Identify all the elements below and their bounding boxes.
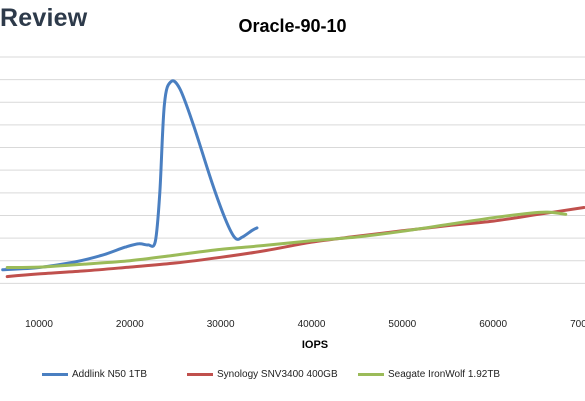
series-line-3 xyxy=(5,210,568,269)
x-tick-label: 10000 xyxy=(25,319,53,330)
legend-swatch xyxy=(187,373,213,376)
legend-label: Addlink N50 1TB xyxy=(72,369,148,380)
series-line-2 xyxy=(5,206,585,279)
gridlines xyxy=(0,56,585,284)
legend-item: Seagate IronWolf 1.92TB xyxy=(358,369,500,380)
chart-title-text: Oracle-90-10 xyxy=(238,16,347,36)
chart-legend: Addlink N50 1TB Synology SNV3400 400GB Sea… xyxy=(0,369,585,389)
x-axis-tick-labels: 10000 20000 30000 40000 50000 60000 70000 xyxy=(25,319,585,330)
x-tick-label: 50000 xyxy=(388,319,416,330)
x-axis-label: IOPS xyxy=(302,339,328,351)
legend-label: Seagate IronWolf 1.92TB xyxy=(388,369,501,380)
legend-swatch xyxy=(358,373,384,376)
brand-logo-text: Review xyxy=(0,4,88,32)
x-tick-label: 30000 xyxy=(207,319,235,330)
x-tick-label: 40000 xyxy=(298,319,326,330)
legend-label: Synology SNV3400 400GB xyxy=(217,369,338,380)
chart-title: Oracle-90-10 xyxy=(0,16,585,37)
x-tick-label: 20000 xyxy=(116,319,144,330)
x-tick-label: 60000 xyxy=(479,319,507,330)
series-lines xyxy=(1,79,585,279)
x-tick-label: 70000 xyxy=(570,319,585,330)
series-line-1 xyxy=(1,79,259,272)
legend-item: Synology SNV3400 400GB xyxy=(187,369,338,380)
legend-item: Addlink N50 1TB xyxy=(42,369,147,380)
legend-swatch xyxy=(42,373,68,376)
